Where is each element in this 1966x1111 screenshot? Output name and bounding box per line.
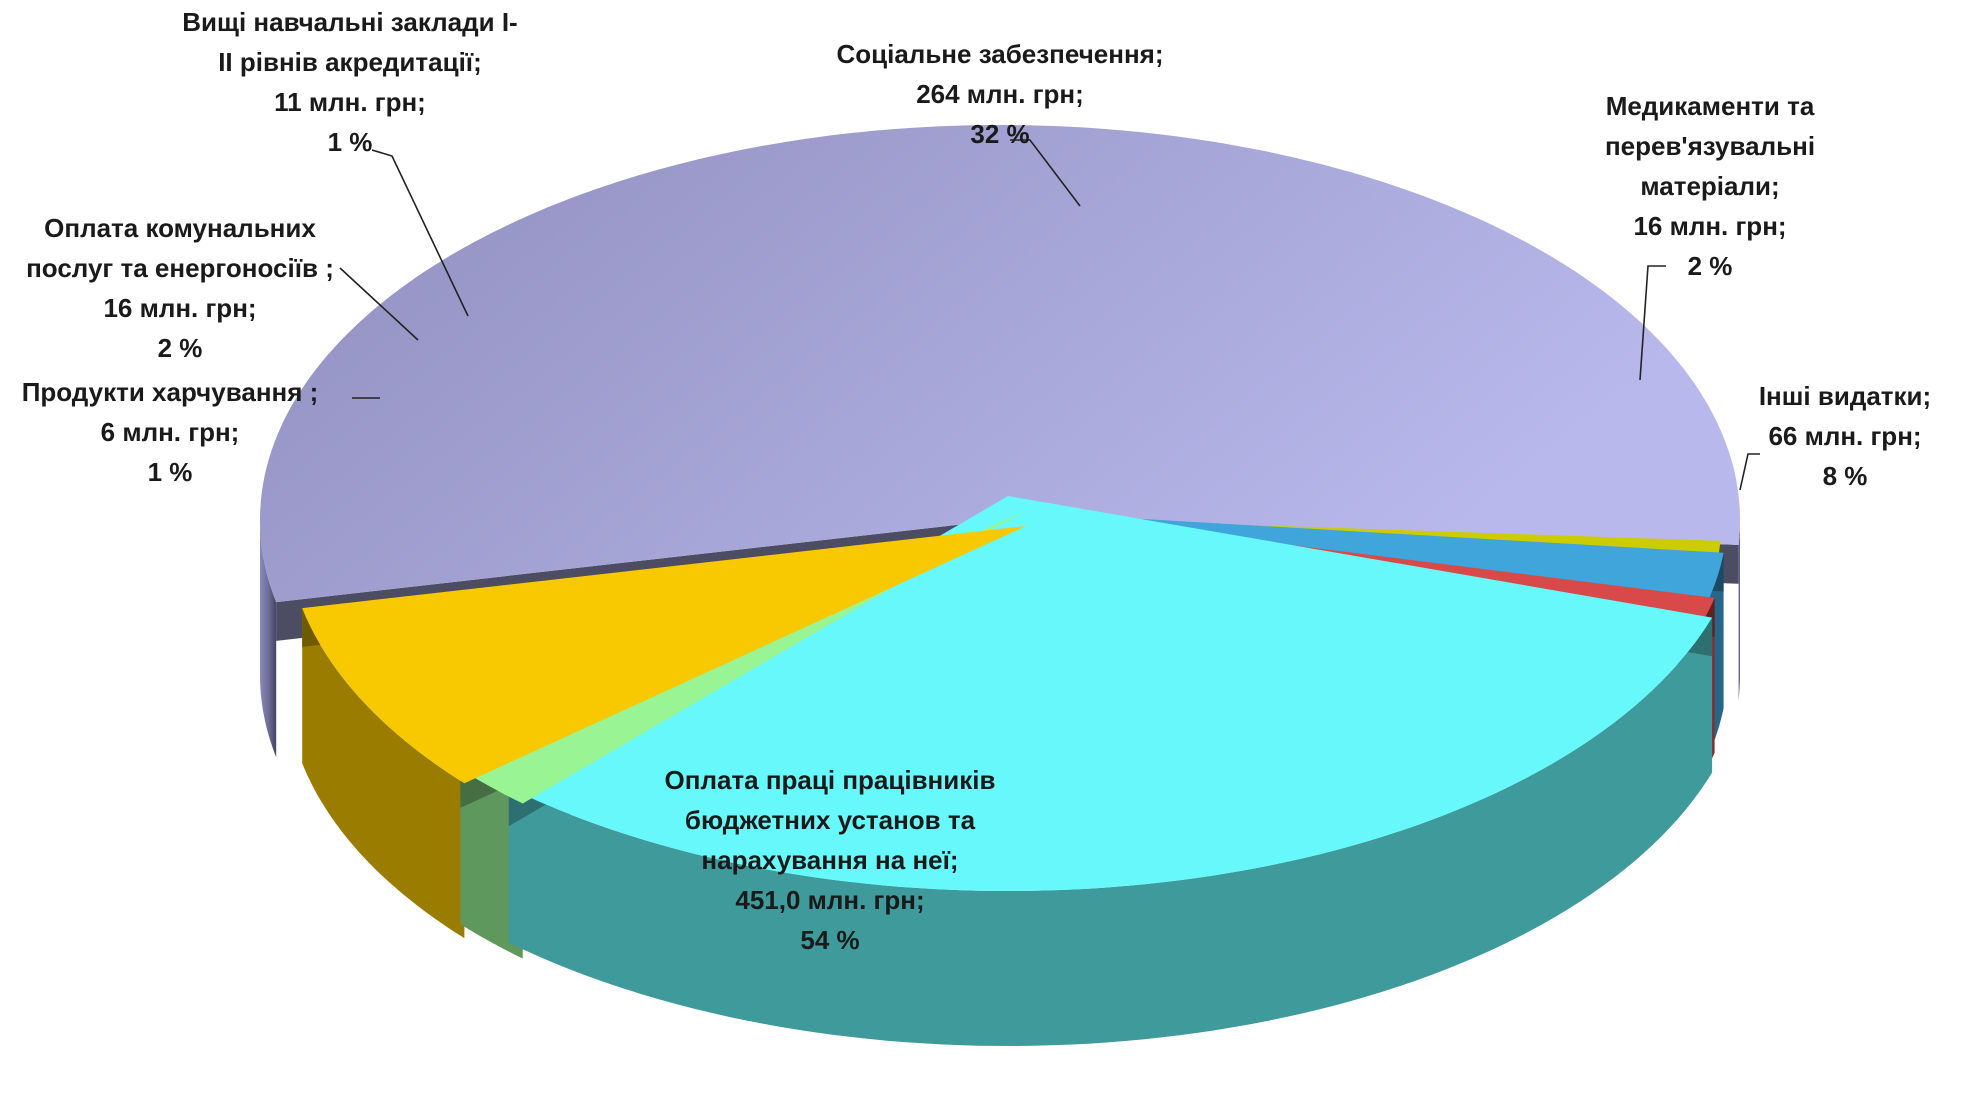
label-line: Оплата комунальних: [44, 213, 316, 243]
leader-lines: [339, 139, 1760, 491]
label-line: бюджетних установ та: [684, 805, 976, 835]
pie-tops: [260, 125, 1740, 891]
label-line: 32 %: [970, 119, 1030, 149]
label-line: 11 млн. грн;: [274, 87, 426, 117]
label-line: 16 млн. грн;: [1633, 211, 1787, 241]
pie-side-other: [302, 608, 465, 939]
label-utilities: Оплата комунальних послуг та енергоносії…: [0, 208, 360, 368]
label-line: 54 %: [800, 925, 860, 955]
label-line: 1 %: [327, 127, 373, 157]
label-line: 16 млн. грн;: [103, 293, 257, 323]
leader-line-higher_edu: [371, 149, 469, 317]
label-social: Соціальне забезпечення; 264 млн. грн; 32…: [790, 34, 1210, 154]
leader-line-utilities: [339, 267, 419, 341]
leader-line-social: [1010, 139, 1081, 207]
pie-side-social: [508, 617, 1713, 1046]
label-line: перев'язувальні: [1604, 131, 1816, 161]
label-line: 451,0 млн. грн;: [735, 885, 925, 915]
label-line: нарахування на неї;: [701, 845, 959, 875]
leader-line-medicine: [1639, 265, 1666, 381]
label-medicine: Медикаменти та перев'язувальні матеріали…: [1540, 86, 1880, 286]
label-line: 2 %: [157, 333, 203, 363]
label-line: Оплата праці працівників: [664, 765, 996, 795]
label-food: Продукти харчування ; 6 млн. грн; 1 %: [0, 372, 340, 492]
label-line: 6 млн. грн;: [100, 417, 240, 447]
pie-slice-other: [302, 526, 1026, 784]
label-line: 8 %: [1822, 461, 1868, 491]
label-higher-edu: Вищі навчальні заклади І- ІІ рівнів акре…: [130, 2, 570, 162]
label-line: 2 %: [1687, 251, 1733, 281]
label-line: 264 млн. грн;: [916, 79, 1084, 109]
pie-side-payroll: [1738, 520, 1740, 700]
pie-slice-social: [508, 496, 1713, 891]
label-line: Інші видатки;: [1758, 381, 1932, 411]
label-line: матеріали;: [1640, 171, 1780, 201]
label-line: послуг та енергоносіїв ;: [26, 253, 334, 283]
label-line: ІІ рівнів акредитації;: [218, 47, 482, 77]
label-line: Продукти харчування ;: [21, 377, 319, 407]
label-line: 66 млн. грн;: [1768, 421, 1922, 451]
pie-side-medicine: [460, 769, 523, 959]
label-line: Медикаменти та: [1605, 91, 1815, 121]
leader-line-other: [1739, 453, 1760, 491]
label-line: Вищі навчальні заклади І-: [182, 7, 518, 37]
label-line: Соціальне забезпечення;: [836, 39, 1164, 69]
pie-side-payroll: [260, 520, 277, 758]
pie-slice-payroll: [260, 125, 1740, 603]
label-other: Інші видатки; 66 млн. грн; 8 %: [1730, 376, 1960, 496]
label-line: 1 %: [147, 457, 193, 487]
label-payroll: Оплата праці працівників бюджетних устан…: [600, 760, 1060, 960]
